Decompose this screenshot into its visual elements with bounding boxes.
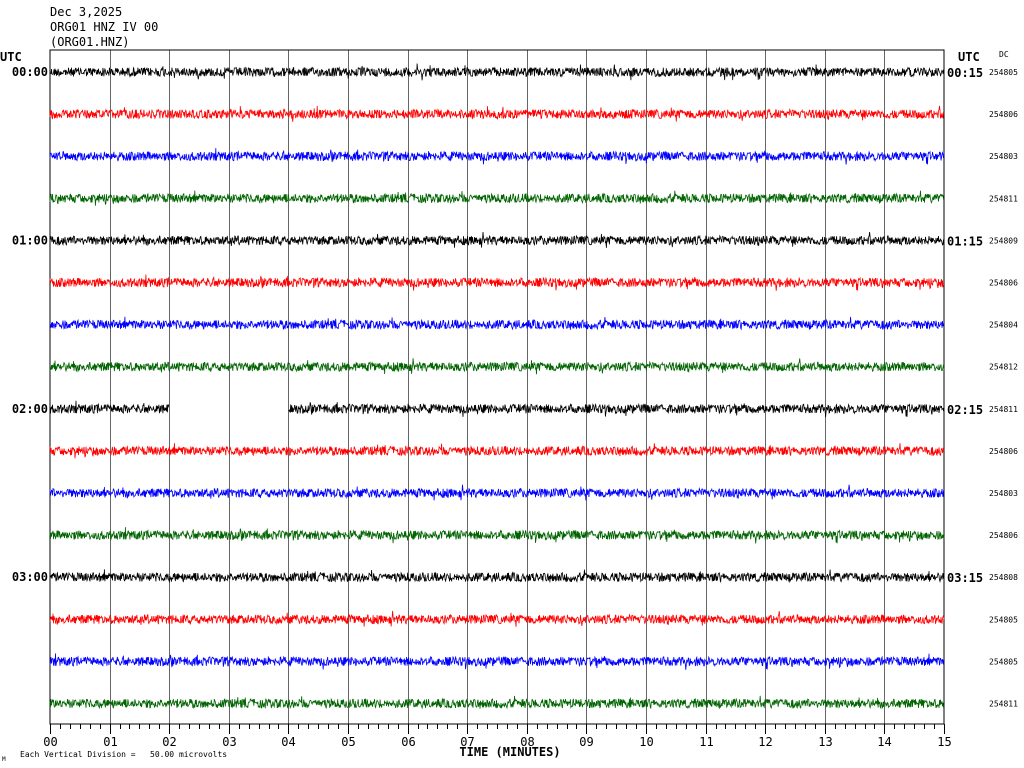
line-start-time: 03:00: [12, 570, 48, 584]
trace-line: [49, 105, 945, 122]
x-tick-label: 04: [281, 735, 295, 749]
x-tick-label: 03: [222, 735, 236, 749]
trace-line: [49, 63, 945, 81]
trace-line: [49, 443, 945, 459]
traces: [49, 63, 945, 710]
x-tick-label: 05: [341, 735, 355, 749]
dc-offset-value: 254811: [989, 194, 1018, 203]
dc-offset-value: 254806: [989, 447, 1018, 456]
header-date: Dec 3,2025: [50, 5, 122, 19]
x-tick-label: 06: [401, 735, 415, 749]
x-axis: 00 01 02 03 04 05 06 07 08 09 10 11 12 13 14 15: [43, 724, 952, 749]
trace-line: [49, 569, 945, 584]
dc-offset-value: 254806: [989, 279, 1018, 288]
header-channel: (ORG01.HNZ): [50, 35, 129, 49]
line-start-time: 02:00: [12, 402, 48, 416]
trace-line: [49, 148, 945, 165]
x-tick-label: 09: [579, 735, 593, 749]
scale-note: Each Vertical Division = 50.00 microvolt…: [20, 750, 227, 759]
line-end-time: 01:15: [947, 234, 983, 248]
dc-offset-value: 254804: [989, 321, 1018, 330]
dc-offset-value: 254806: [989, 110, 1018, 119]
x-tick-label: 01: [103, 735, 117, 749]
trace-line: [49, 400, 170, 415]
x-tick-label: 11: [699, 735, 713, 749]
dc-offset-value: 254812: [989, 363, 1018, 372]
dc-offset-value: 254805: [989, 657, 1018, 666]
line-end-time: 00:15: [947, 66, 983, 80]
header-station: ORG01 HNZ IV 00: [50, 20, 158, 34]
line-start-time: 01:00: [12, 233, 48, 247]
x-tick-label: 12: [758, 735, 772, 749]
trace-line: [49, 610, 945, 627]
dc-offset-value: 254803: [989, 489, 1018, 498]
right-utc-label: UTC: [958, 50, 980, 64]
dc-offset-value: 254803: [989, 152, 1018, 161]
line-start-time: 00:00: [12, 65, 48, 79]
dc-offset-value: 254811: [989, 700, 1018, 709]
x-axis-title: TIME (MINUTES): [459, 745, 560, 759]
x-tick-label: 13: [818, 735, 832, 749]
trace-line: [49, 190, 945, 206]
x-tick-label: 10: [639, 735, 653, 749]
x-tick-label: 15: [937, 735, 951, 749]
x-tick-label: 08: [520, 735, 534, 749]
x-tick-label: 00: [43, 735, 57, 749]
dc-offset-value: 254806: [989, 531, 1018, 540]
line-end-time: 03:15: [947, 571, 983, 585]
dc-offset-value: 254805: [989, 68, 1018, 77]
line-end-time: 02:15: [947, 403, 983, 417]
trace-line: [49, 527, 945, 544]
dc-offset-value: 254805: [989, 615, 1018, 624]
footer-mark: M: [2, 756, 6, 763]
trace-line: [49, 653, 945, 670]
left-utc-label: UTC: [0, 50, 22, 64]
dc-offset-value: 254811: [989, 405, 1018, 414]
trace-line: [49, 274, 945, 291]
trace-line: [49, 358, 945, 375]
x-tick-label: 14: [877, 735, 891, 749]
trace-line: [49, 484, 945, 501]
trace-line: [49, 316, 945, 331]
dc-offset-value: 254808: [989, 573, 1018, 582]
trace-line: [288, 402, 945, 418]
trace-line: [49, 231, 945, 248]
trace-line: [49, 695, 945, 710]
line-labels: 00:00 00:15 254805 254806 254803 254811 01:00 0…: [12, 65, 1018, 709]
x-tick-label: 07: [460, 735, 474, 749]
x-tick-label: 02: [162, 735, 176, 749]
dc-offset-value: 254809: [989, 236, 1018, 245]
dc-label: DC: [999, 50, 1009, 59]
